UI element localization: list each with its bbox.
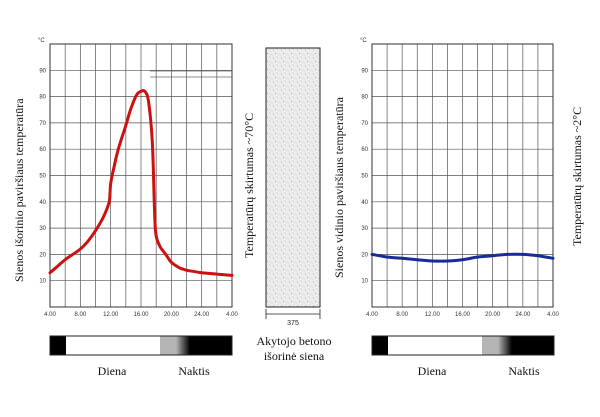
left-x-tick-label: 20.00: [164, 312, 180, 318]
right-series-line: [370, 252, 555, 263]
left-x-tick-label: 24.00: [194, 312, 210, 318]
left-chart-ticks: 10 20 30 40 50 60 70 80 90 4.00 8.00 12.00 16.00 20.0…: [39, 68, 238, 318]
right-chart-ticks: 10 20 30 40 50 60 70 80 90 4.00 8.00 12.00 16.00 20.0…: [361, 68, 559, 318]
left-x-tick-label: 4.00: [44, 312, 56, 318]
right-day-night-bar: [371, 335, 555, 356]
left-x-tick-label: 8.00: [74, 312, 86, 318]
wall-caption-line-2: išorinė siena: [263, 349, 325, 363]
wall-section: 375: [265, 47, 321, 327]
left-bar-night-end: [190, 336, 232, 355]
right-x-tick-label: 24.00: [515, 312, 531, 318]
wall-thickness-label: 375: [287, 320, 299, 327]
right-y-tick-label: 30: [361, 226, 368, 232]
left-plot-frame: [49, 43, 233, 308]
right-plot-frame: [371, 43, 554, 308]
right-x-tick-label: 20.00: [485, 312, 501, 318]
right-y-axis-label: Sienos vidinio paviršiaus temperatūra: [332, 97, 346, 278]
right-day-label: Diena: [417, 364, 447, 378]
right-y-tick-label: 70: [361, 121, 368, 127]
left-bar-night-start: [50, 336, 66, 355]
right-y-tick-label: 50: [361, 174, 368, 180]
left-chart: 10 20 30 40 50 60 70 80 90 4.00 8.00 12.00 16.00 20.0…: [38, 38, 238, 318]
right-y-tick-label: 60: [361, 147, 368, 153]
left-bar-twilight: [176, 336, 190, 355]
left-y-tick-label: 20: [39, 252, 46, 258]
left-chart-grid: [49, 43, 233, 308]
left-y-tick-label: 80: [39, 95, 46, 101]
right-y-tick-label: 10: [361, 279, 368, 285]
right-night-label: Naktis: [508, 364, 540, 378]
wall-caption-line-1: Akytojo betono: [256, 334, 332, 348]
left-day-night-bar: [49, 335, 233, 356]
left-y-axis-label: Sienos išorinio paviršiaus temperatūra: [12, 98, 26, 282]
left-bar-outline: [49, 335, 233, 356]
left-x-tick-label: 16.00: [133, 312, 149, 318]
left-day-label: Diena: [97, 364, 127, 378]
left-bar-dusk: [160, 336, 176, 355]
right-difference-annotation: Temperatūrų skirtumas ~2°C: [570, 106, 584, 246]
left-x-tick-label: 12.00: [103, 312, 119, 318]
right-bar-twilight: [498, 336, 512, 355]
left-difference-annotation: Temperatūrų skirtumas ~70°C: [242, 112, 256, 258]
right-y-unit: °C: [360, 38, 367, 44]
left-y-unit: °C: [38, 38, 45, 44]
right-bar-outline: [371, 335, 555, 356]
right-y-tick-label: 20: [361, 252, 368, 258]
right-x-tick-label: 12.00: [425, 312, 441, 318]
right-x-tick-label: 4.00: [366, 312, 378, 318]
left-y-tick-label: 30: [39, 226, 46, 232]
right-y-tick-label: 80: [361, 95, 368, 101]
right-x-tick-label: 4.00: [547, 312, 559, 318]
wall-slab: [265, 47, 321, 308]
wall-caption: Akytojo betono išorinė siena: [238, 334, 350, 364]
right-bar-night-start: [372, 336, 388, 355]
right-y-tick-label: 40: [361, 200, 368, 206]
right-bar-night-end: [512, 336, 554, 355]
right-x-tick-label: 8.00: [396, 312, 408, 318]
right-chart: 10 20 30 40 50 60 70 80 90 4.00 8.00 12.00 16.00 20.0…: [360, 38, 559, 318]
left-y-tick-label: 60: [39, 147, 46, 153]
left-y-tick-label: 10: [39, 279, 46, 285]
right-y-tick-label: 90: [361, 68, 368, 74]
left-y-tick-label: 40: [39, 200, 46, 206]
left-x-tick-label: 4.00: [226, 312, 238, 318]
left-y-tick-label: 50: [39, 174, 46, 180]
right-chart-grid: [371, 43, 554, 308]
right-x-tick-label: 16.00: [455, 312, 471, 318]
left-y-tick-label: 90: [39, 68, 46, 74]
left-y-tick-label: 70: [39, 121, 46, 127]
right-bar-dusk: [482, 336, 498, 355]
left-night-label: Naktis: [178, 364, 210, 378]
left-series-line: [48, 88, 234, 277]
